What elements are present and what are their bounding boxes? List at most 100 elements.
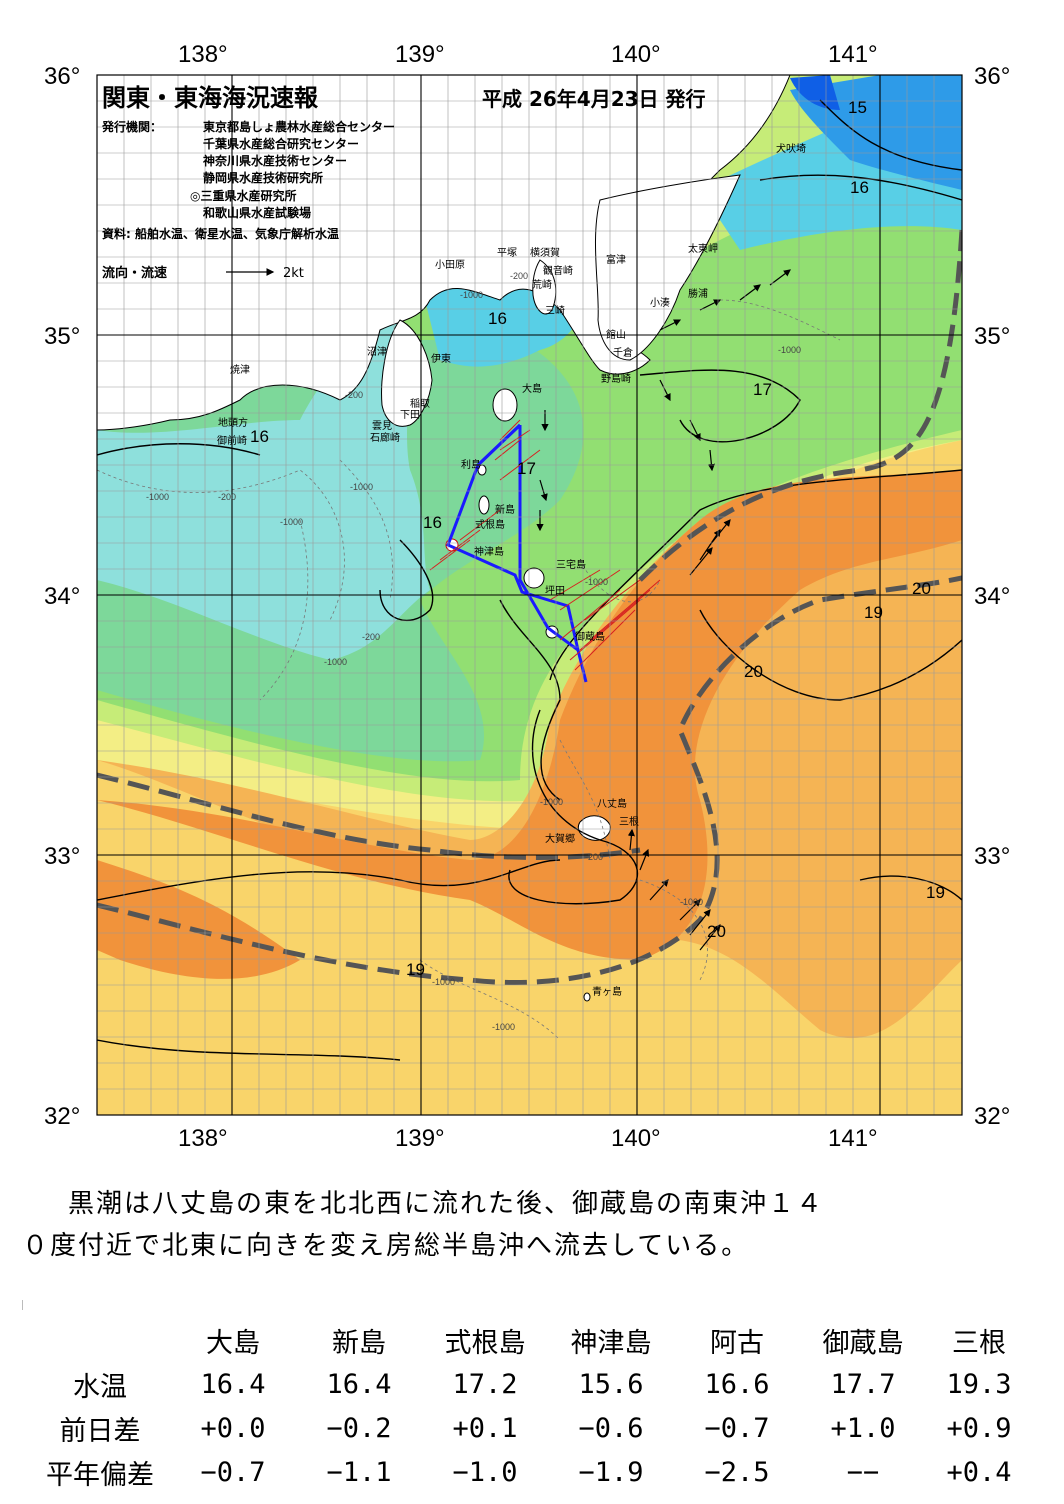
lon-top-141: 141° xyxy=(828,41,878,68)
depth-label: -1000 xyxy=(146,492,169,502)
depth-labels: -200 -1000 -200 -1000 -200 -1000 -1000 -… xyxy=(146,271,801,1032)
temp-label: 19 xyxy=(864,603,883,622)
temp-label: 16 xyxy=(850,178,869,197)
depth-label: -1000 xyxy=(778,345,801,355)
lat-right-32: 32° xyxy=(974,1103,1010,1130)
land-boso xyxy=(594,174,741,361)
depth-label: -1000 xyxy=(585,577,608,587)
table-cell: 16.4 xyxy=(200,1368,266,1400)
lat-left-34: 34° xyxy=(44,583,80,610)
place-nojimazaki: 野島崎 xyxy=(601,372,631,385)
column-header: 三根 xyxy=(952,1327,1006,1359)
lon-bottom-141: 141° xyxy=(828,1125,878,1150)
sea-surface-temperature-map: 関東・東海海況速報 平成 26年4月23日 発行 発行機関： 東京都島しょ農林水… xyxy=(44,41,1010,1150)
place-ito: 伊東 xyxy=(431,352,451,365)
publisher-3: 神奈川県水産技術センター xyxy=(203,153,347,168)
table-cell: −2.5 xyxy=(704,1456,770,1488)
table-cell: 17.2 xyxy=(452,1368,518,1400)
lat-left-35: 35° xyxy=(44,323,80,350)
depth-label: -200 xyxy=(510,271,528,281)
ship-track xyxy=(446,423,588,683)
temp-label: 17 xyxy=(517,459,536,478)
table-cell: −0.7 xyxy=(200,1456,266,1488)
depth-label: -1000 xyxy=(350,482,373,492)
lon-bottom-140: 140° xyxy=(611,1125,661,1150)
table-cell: 16.4 xyxy=(326,1368,392,1400)
depth-label: -200 xyxy=(218,492,236,502)
depth-label: -1000 xyxy=(280,517,303,527)
temp-label: 16 xyxy=(250,427,269,446)
island-niijima xyxy=(478,495,490,515)
temp-label: 17 xyxy=(753,380,772,399)
table-cell: −− xyxy=(846,1456,880,1488)
island-aogashima xyxy=(583,992,591,1002)
depth-contours xyxy=(97,299,841,1041)
table-row: 平年偏差 −0.7 −1.1 −1.0 −1.9 −2.5 −− +0.4 xyxy=(30,1450,1032,1494)
place-mera: 雲見 xyxy=(372,420,392,432)
lat-left-32: 32° xyxy=(44,1103,80,1130)
place-inubozaki: 犬吠埼 xyxy=(776,142,806,155)
temp-label: 19 xyxy=(926,883,945,902)
table-cell: −1.1 xyxy=(326,1456,392,1488)
isotherm-labels: 15 16 16 16 16 17 17 19 19 19 20 20 20 xyxy=(250,98,945,979)
table-cell: −0.7 xyxy=(704,1412,770,1444)
row-label: 平年偏差 xyxy=(46,1459,154,1491)
row-label: 水温 xyxy=(73,1371,127,1403)
current-arrows xyxy=(536,269,791,951)
table-cell: +0.0 xyxy=(200,1412,266,1444)
place-numazu: 沼津 xyxy=(367,345,387,358)
depth-label: -200 xyxy=(345,390,363,400)
place-aogashima: 青ヶ島 xyxy=(592,985,622,998)
lat-right-35: 35° xyxy=(974,323,1010,350)
column-header: 神津島 xyxy=(570,1327,652,1359)
lat-right-34: 34° xyxy=(974,583,1010,610)
publisher-4: 静岡県水産技術研究所 xyxy=(203,170,323,185)
column-header: 新島 xyxy=(332,1327,386,1359)
column-header: 式根島 xyxy=(444,1327,526,1359)
lat-left-36: 36° xyxy=(44,63,80,90)
column-header: 御蔵島 xyxy=(822,1327,904,1359)
place-labels: 犬吠埼 太東岬 勝浦 小湊 富津 横須賀 観音崎 平塚 荒崎 小田原 三崎 館山… xyxy=(217,142,806,998)
table-corner xyxy=(30,1318,170,1362)
table-cell: 19.3 xyxy=(946,1368,1012,1400)
place-shikinejima: 式根島 xyxy=(475,518,505,531)
table-cell: +1.0 xyxy=(830,1412,896,1444)
island-observation-table: 大島 新島 式根島 神津島 阿古 御蔵島 三根 水温 16.4 16.4 17.… xyxy=(30,1318,1032,1494)
depth-label: -200 xyxy=(362,632,380,642)
table-row: 水温 16.4 16.4 17.2 15.6 16.6 17.7 19.3 xyxy=(30,1362,1032,1406)
legend-label: 流向・流速 xyxy=(102,265,167,281)
place-tsubota: 坪田 xyxy=(545,584,565,597)
lat-left-33: 33° xyxy=(44,843,80,870)
table-cell: +0.9 xyxy=(946,1412,1012,1444)
table-row: 前日差 +0.0 −0.2 +0.1 −0.6 −0.7 +1.0 +0.9 xyxy=(30,1406,1032,1450)
publisher-2: 千葉県水産総合研究センター xyxy=(203,136,359,151)
column-header: 大島 xyxy=(206,1327,260,1359)
lat-right-33: 33° xyxy=(974,843,1010,870)
map-title: 関東・東海海況速報 xyxy=(102,84,319,112)
place-inatori: 稲取 xyxy=(410,398,430,410)
place-arasaki: 荒崎 xyxy=(532,278,552,291)
depth-label: -1000 xyxy=(324,657,347,667)
summary-text: 黒潮は八丈島の東を北北西に流れた後、御蔵島の南東沖１４ ０度付近で北東に向きを変… xyxy=(22,1183,1032,1267)
temp-label: 20 xyxy=(707,922,726,941)
depth-label: -1000 xyxy=(540,797,563,807)
lat-lon-grid xyxy=(97,75,962,1115)
summary-line-1: 黒潮は八丈島の東を北北西に流れた後、御蔵島の南東沖１４ xyxy=(68,1189,825,1219)
place-toshima: 利島 xyxy=(461,458,481,471)
temp-label: 15 xyxy=(848,98,867,117)
place-jitogata: 地頭方 xyxy=(218,416,248,429)
place-omaezaki: 御前崎 xyxy=(217,434,247,447)
place-shimoda: 下田 xyxy=(400,410,420,421)
place-oshima: 大島 xyxy=(522,382,542,395)
place-mitsune: 三根 xyxy=(619,815,639,828)
depth-label: -200 xyxy=(585,852,603,862)
place-odawara: 小田原 xyxy=(435,259,465,271)
depth-label: -1000 xyxy=(460,290,483,300)
island-miyakejima xyxy=(523,567,545,589)
lon-top-138: 138° xyxy=(178,41,228,68)
place-niijima: 新島 xyxy=(495,503,515,516)
table-cell: −0.6 xyxy=(578,1412,644,1444)
temp-label: 20 xyxy=(744,662,763,681)
issue-date: 平成 26年4月23日 発行 xyxy=(482,87,706,111)
place-miyakejima: 三宅島 xyxy=(556,558,586,571)
